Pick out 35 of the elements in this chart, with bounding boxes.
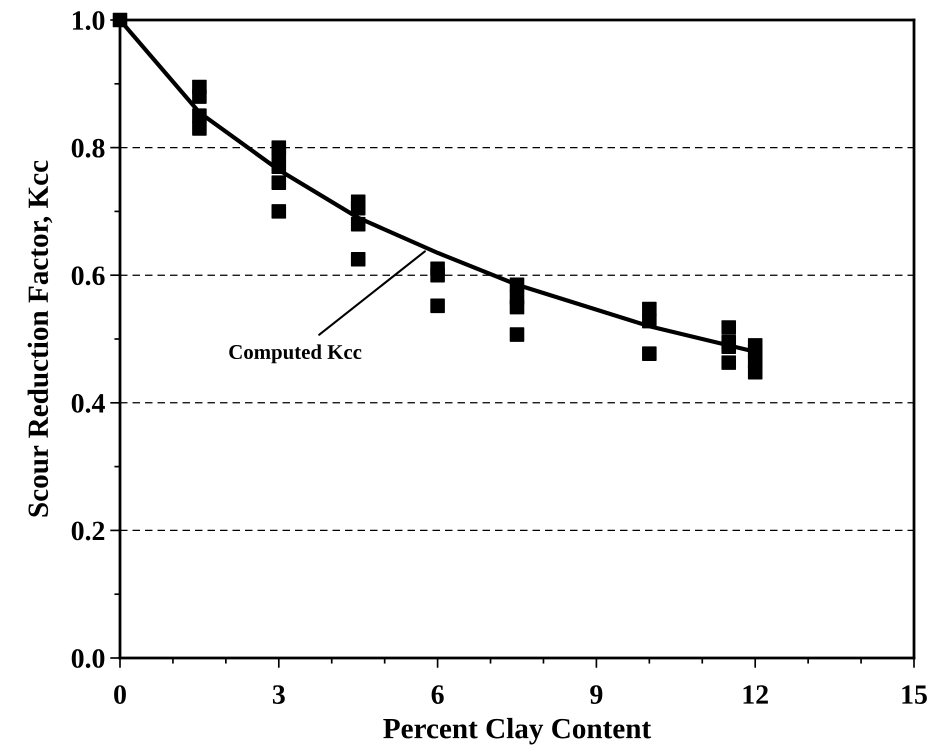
y-tick-label: 0.2 <box>72 522 104 540</box>
point <box>350 200 366 216</box>
point <box>430 298 445 314</box>
point <box>748 364 762 380</box>
annotation: Computed Kcc <box>229 344 362 364</box>
point <box>192 121 207 136</box>
point <box>350 216 366 232</box>
point <box>642 314 657 328</box>
y-tick-label: 0.8 <box>72 138 104 158</box>
point <box>272 159 286 174</box>
point <box>192 89 207 104</box>
point <box>350 252 366 267</box>
x-tick-label: 12 <box>744 685 768 704</box>
y-axis-title: Scour Reduction Factor, Kcc <box>28 160 52 516</box>
y-tick-label: 0.6 <box>72 266 105 286</box>
point <box>510 277 524 292</box>
y-tick-label: 1.0 <box>72 11 104 30</box>
point <box>510 300 524 314</box>
point <box>430 268 445 282</box>
x-tick-label: 6 <box>432 685 444 704</box>
point <box>112 12 128 28</box>
x-tick-label: 3 <box>272 685 285 704</box>
x-tick-label: 15 <box>902 685 927 704</box>
point <box>272 204 286 219</box>
x-tick-label: 0 <box>114 685 126 704</box>
point <box>721 320 736 335</box>
point <box>510 327 524 342</box>
x-tick-label: 9 <box>590 685 602 704</box>
point <box>721 355 736 370</box>
y-tick-label: 0.0 <box>72 649 104 668</box>
point <box>272 175 286 190</box>
point <box>642 346 657 361</box>
point <box>721 339 736 354</box>
y-tick-label: 0.4 <box>72 394 105 413</box>
x-axis-title: Percent Clay Content <box>383 718 652 744</box>
